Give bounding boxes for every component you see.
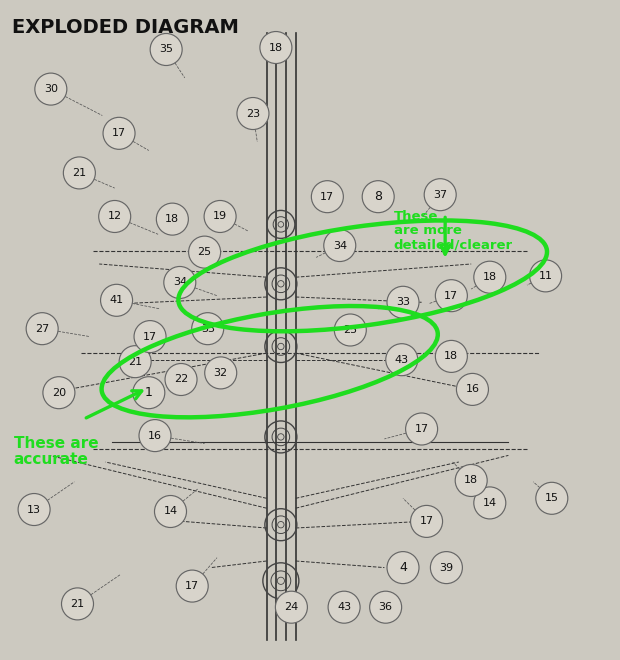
Text: 19: 19: [213, 211, 227, 222]
Circle shape: [424, 179, 456, 211]
Circle shape: [119, 346, 151, 378]
Text: 17: 17: [420, 516, 433, 527]
Circle shape: [205, 357, 237, 389]
Text: 39: 39: [440, 562, 453, 573]
Circle shape: [410, 506, 443, 537]
Text: 20: 20: [52, 387, 66, 398]
Circle shape: [63, 157, 95, 189]
Text: 43: 43: [337, 602, 351, 612]
Circle shape: [133, 377, 165, 409]
Text: 18: 18: [166, 214, 179, 224]
Text: 37: 37: [433, 189, 447, 200]
Circle shape: [99, 201, 131, 232]
Text: 18: 18: [483, 272, 497, 282]
Text: 18: 18: [464, 475, 478, 486]
Text: 22: 22: [174, 374, 188, 385]
Circle shape: [26, 313, 58, 345]
Circle shape: [536, 482, 568, 514]
Circle shape: [370, 591, 402, 623]
Text: 11: 11: [539, 271, 552, 281]
Text: 13: 13: [27, 504, 41, 515]
Text: 25: 25: [343, 325, 357, 335]
Text: 21: 21: [73, 168, 86, 178]
Circle shape: [150, 34, 182, 65]
Circle shape: [435, 341, 467, 372]
Circle shape: [334, 314, 366, 346]
Text: 21: 21: [71, 599, 84, 609]
Circle shape: [456, 374, 489, 405]
Circle shape: [435, 280, 467, 312]
Text: 14: 14: [164, 506, 177, 517]
Text: 18: 18: [269, 42, 283, 53]
Text: 32: 32: [214, 368, 228, 378]
Circle shape: [61, 588, 94, 620]
Circle shape: [387, 552, 419, 583]
Circle shape: [324, 230, 356, 261]
Circle shape: [35, 73, 67, 105]
Text: These
are more
detailed/clearer: These are more detailed/clearer: [394, 210, 513, 252]
Circle shape: [164, 267, 196, 298]
Text: 17: 17: [112, 128, 126, 139]
Text: 17: 17: [445, 290, 458, 301]
Circle shape: [134, 321, 166, 352]
Circle shape: [237, 98, 269, 129]
Text: 34: 34: [173, 277, 187, 288]
Circle shape: [386, 344, 418, 376]
Text: 16: 16: [466, 384, 479, 395]
Text: 8: 8: [374, 190, 382, 203]
Text: 1: 1: [145, 386, 153, 399]
Circle shape: [154, 496, 187, 527]
Text: 17: 17: [321, 191, 334, 202]
Circle shape: [192, 313, 224, 345]
Text: 35: 35: [159, 44, 173, 55]
Text: 14: 14: [483, 498, 497, 508]
Circle shape: [43, 377, 75, 409]
Circle shape: [18, 494, 50, 525]
Text: 17: 17: [185, 581, 199, 591]
Text: 24: 24: [285, 602, 298, 612]
Circle shape: [275, 591, 308, 623]
Circle shape: [474, 261, 506, 293]
Text: 27: 27: [35, 323, 49, 334]
Text: 12: 12: [108, 211, 122, 222]
Text: 25: 25: [198, 247, 211, 257]
Text: 17: 17: [143, 331, 157, 342]
Circle shape: [474, 487, 506, 519]
Circle shape: [188, 236, 221, 268]
Circle shape: [405, 413, 438, 445]
Circle shape: [387, 286, 419, 318]
Circle shape: [165, 364, 197, 395]
Text: 15: 15: [545, 493, 559, 504]
Text: 34: 34: [333, 240, 347, 251]
Text: 18: 18: [445, 351, 458, 362]
Circle shape: [362, 181, 394, 213]
Text: 33: 33: [396, 297, 410, 308]
Text: These are
accurate: These are accurate: [14, 436, 98, 467]
Text: 16: 16: [148, 430, 162, 441]
Circle shape: [100, 284, 133, 316]
Circle shape: [260, 32, 292, 63]
Text: 17: 17: [415, 424, 428, 434]
Text: EXPLODED DIAGRAM: EXPLODED DIAGRAM: [12, 18, 239, 37]
Circle shape: [311, 181, 343, 213]
Circle shape: [156, 203, 188, 235]
Text: 33: 33: [201, 323, 215, 334]
Circle shape: [204, 201, 236, 232]
Text: 23: 23: [246, 108, 260, 119]
Text: 30: 30: [44, 84, 58, 94]
Circle shape: [430, 552, 463, 583]
Circle shape: [328, 591, 360, 623]
Circle shape: [103, 117, 135, 149]
Text: 4: 4: [399, 561, 407, 574]
Circle shape: [455, 465, 487, 496]
Text: 41: 41: [110, 295, 123, 306]
Text: 21: 21: [128, 356, 142, 367]
Text: 43: 43: [395, 354, 409, 365]
Text: 36: 36: [379, 602, 392, 612]
Circle shape: [529, 260, 562, 292]
Circle shape: [176, 570, 208, 602]
Circle shape: [139, 420, 171, 451]
